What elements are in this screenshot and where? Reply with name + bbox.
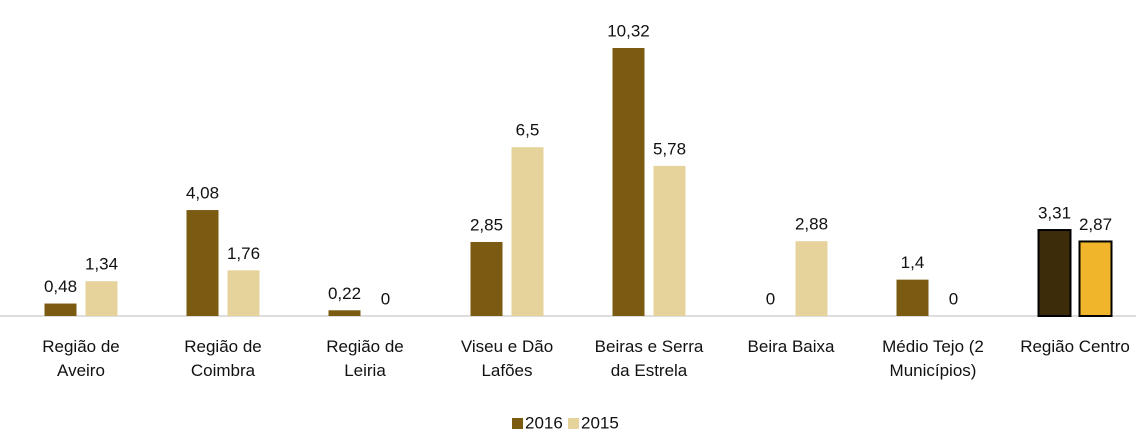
data-label: 1,4 — [901, 253, 925, 272]
bar — [44, 303, 77, 316]
legend-label: 2015 — [581, 413, 619, 432]
data-label: 2,88 — [795, 215, 828, 234]
bar — [85, 281, 118, 316]
data-label: 10,32 — [607, 21, 650, 40]
data-label: 1,76 — [227, 244, 260, 263]
bar — [1037, 229, 1072, 317]
data-label: 0,22 — [328, 284, 361, 303]
data-label: 1,34 — [85, 255, 118, 274]
bar — [795, 241, 828, 316]
x-tick-label: Médio Tejo (2 Municípios) — [882, 337, 984, 380]
x-tick-label: Beira Baixa — [748, 337, 835, 356]
data-label: 2,87 — [1079, 215, 1112, 234]
bar — [186, 210, 219, 316]
bar — [511, 147, 544, 316]
legend-swatch — [568, 418, 579, 429]
bar — [470, 241, 503, 316]
data-label: 0 — [949, 289, 958, 308]
data-label: 0 — [381, 289, 390, 308]
data-label: 6,5 — [516, 121, 540, 140]
data-label: 0 — [766, 289, 775, 308]
x-tick-label: Viseu e Dão Lafões — [461, 337, 553, 380]
legend-label: 2016 — [525, 413, 563, 432]
data-label: 4,08 — [186, 184, 219, 203]
x-tick-label: Região de Leiria — [326, 337, 404, 380]
bar — [653, 165, 686, 316]
bar — [612, 48, 645, 316]
x-tick-label: Beiras e Serra da Estrela — [595, 337, 704, 380]
data-label: 2,85 — [470, 215, 503, 234]
bar — [1078, 240, 1113, 317]
data-label: 3,31 — [1038, 204, 1071, 223]
bar — [227, 270, 260, 316]
x-tick-label: Região Centro — [1020, 337, 1130, 356]
legend-swatch — [512, 418, 523, 429]
data-label: 5,78 — [653, 139, 686, 158]
x-tick-label: Região de Coimbra — [184, 337, 262, 380]
x-tick-label: Região de Aveiro — [42, 337, 120, 380]
bar — [896, 279, 929, 316]
data-label: 0,48 — [44, 277, 77, 296]
bar — [328, 310, 361, 316]
